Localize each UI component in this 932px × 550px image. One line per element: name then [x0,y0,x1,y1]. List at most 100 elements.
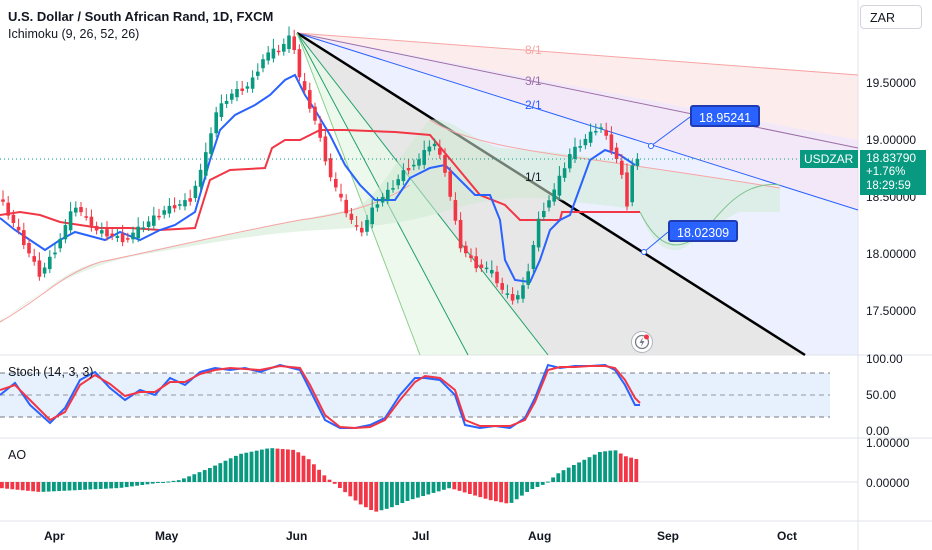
candle-body [1,199,5,202]
ao-bar [260,449,264,482]
stoch-tick: 0.00 [866,424,890,438]
ao-bar [171,480,176,482]
time-tick: Apr [44,529,65,543]
ao-bar [442,482,446,490]
candle-body [276,50,281,53]
ao-bar [603,451,607,482]
candle-body [458,219,463,249]
candle-body [209,133,213,154]
ao-bar [530,482,535,490]
candle-body [100,230,104,234]
ao-bar [67,482,72,491]
candle-body [386,189,390,201]
ao-bar [629,457,633,482]
candle-body [625,172,629,207]
indicator-label[interactable]: Ichimoku (9, 26, 52, 26) [8,27,140,41]
candle-body [37,260,42,277]
ao-bar [20,482,25,491]
chart-title: U.S. Dollar / South African Rand, 1D, FX… [8,9,274,24]
ao-bar [239,453,243,482]
candle-body [360,227,364,233]
ao-bar [572,465,576,482]
candle-body [115,235,120,239]
candle-body [27,243,31,254]
callout-connector-lower [643,231,669,253]
candle-body [58,238,62,249]
price-callout-upper[interactable]: 18.95241 [690,105,761,127]
ao-bar [88,482,93,490]
candle-body [630,165,634,203]
candle-body [609,134,614,151]
current-price-box: 18.83790 +1.76% 18:29:59 [860,150,926,195]
candle-body [526,271,530,285]
ao-bar [135,482,139,486]
candle-body [427,146,432,152]
candle-body [542,210,546,218]
fan-line-8-1 [296,32,859,76]
candle-body [235,89,239,98]
candle-body [453,200,458,221]
candle-body [552,189,556,202]
ao-bar [468,482,472,494]
ao-bar [187,476,191,482]
ao-bar [405,482,410,501]
candle-body [469,255,473,259]
ao-bar [514,482,519,500]
senkou-span-b [0,184,411,323]
ao-bar [109,482,113,489]
stoch-d-line [0,364,641,430]
candle-body [214,112,218,134]
candle-body [22,230,26,246]
price-tick: 18.00000 [866,247,917,261]
ao-bar [223,460,228,482]
ao-bar [634,459,639,482]
candle-body [375,204,380,208]
candle-body [396,179,400,186]
ao-bar [291,449,295,482]
price-callout-lower[interactable]: 18.02309 [668,220,739,242]
ao-bar [161,482,165,483]
ao-bar [353,482,358,501]
price-tick: 19.00000 [866,133,917,147]
ao-bar [98,482,103,489]
candle-body [474,256,478,269]
candle-body [120,233,125,243]
candle-body [516,295,520,300]
fan-label-1-1: 1/1 [525,170,542,184]
ao-bar [234,455,238,482]
candle-body [318,123,322,138]
stoch-tick: 50.00 [866,388,897,402]
ao-bar [566,467,571,482]
ao-bar [72,482,77,491]
candle-body [219,103,224,117]
candle-body [6,202,10,216]
ao-bar [395,482,399,506]
candle-body [635,158,640,166]
candle-body [136,226,140,239]
ao-bar [114,482,119,489]
candle-body [614,147,619,160]
currency-selector[interactable]: ZAR [860,5,922,29]
ao-bar [176,480,181,482]
ao-bar [457,482,462,491]
candle-body [484,267,489,270]
ao-bar [525,482,529,492]
candle-body [204,152,208,176]
candle-body [479,264,484,268]
time-tick: Jul [412,529,430,543]
ao-bar [197,472,202,482]
time-tick: Aug [528,529,552,543]
flash-icon[interactable] [631,331,653,353]
candle-body [323,136,328,162]
candle-body [110,233,114,237]
candle-body [53,252,57,255]
ao-bar [410,482,415,500]
ao-bar [31,482,35,492]
ao-bar [509,482,514,503]
ao-label[interactable]: AO [8,448,27,462]
ao-bar [364,482,368,508]
candle-body [193,185,198,198]
stoch-label[interactable]: Stoch (14, 3, 3) [8,365,94,379]
ao-bar [520,482,524,496]
